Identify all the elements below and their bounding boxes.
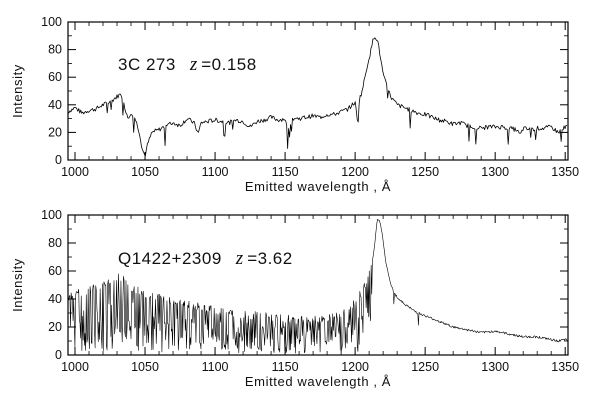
bottom-y-tick-label: 60 (48, 264, 62, 278)
bottom-redshift-value: =3.62 (247, 249, 293, 268)
bottom-redshift-symbol: z (235, 248, 244, 269)
top-chart-panel: 1000 1050 1100 1150 1200 1250 1300 1350 0 20 40 60 8… (10, 15, 579, 194)
bottom-x-tick-label: 1100 (202, 360, 229, 374)
top-y-tick-label: 40 (48, 98, 62, 112)
top-plot-frame (67, 21, 569, 161)
top-x-tick-label: 1250 (411, 165, 439, 179)
top-object-name: 3C 273 (118, 55, 176, 74)
top-x-tick-label: 1300 (481, 165, 509, 179)
top-x-tick-label: 1100 (202, 165, 229, 179)
bottom-y-tick-label: 40 (48, 292, 62, 306)
top-x-tick-label: 1350 (551, 165, 579, 179)
top-y-tick-label: 80 (48, 43, 62, 57)
bottom-x-tick-label: 1300 (481, 360, 509, 374)
top-x-tick-label: 1150 (272, 165, 299, 179)
top-tick-labels: 1000 1050 1100 1150 1200 1250 1300 1350 0 20 40 60 8… (41, 15, 579, 179)
bottom-series-layer (67, 218, 568, 354)
bottom-x-tick-label: 1250 (411, 360, 439, 374)
bottom-object-annotation: Q1422+2309 z =3.62 (118, 248, 293, 269)
bottom-spectrum-line (67, 218, 568, 354)
bottom-y-tick-label: 100 (41, 208, 62, 222)
top-redshift-symbol: z (189, 54, 198, 75)
bottom-y-axis-label: Intensity (10, 258, 25, 312)
bottom-object-name: Q1422+2309 (118, 249, 222, 268)
bottom-chart-panel: 1000 1050 1100 1150 1200 1250 1300 1350 0 20 40 60 8… (10, 208, 579, 389)
bottom-x-tick-label: 1150 (272, 360, 299, 374)
bottom-ticks (68, 214, 568, 356)
top-object-annotation: 3C 273 z =0.158 (118, 54, 257, 75)
top-y-tick-label: 60 (48, 70, 62, 84)
top-ticks (68, 21, 568, 161)
bottom-x-axis-label: Emitted wavelength , Å (245, 374, 391, 389)
bottom-y-tick-label: 80 (48, 236, 62, 250)
top-x-tick-label: 1050 (131, 165, 159, 179)
top-y-tick-label: 100 (41, 15, 62, 29)
bottom-y-tick-label: 0 (55, 348, 62, 362)
top-redshift-value: =0.158 (201, 55, 256, 74)
bottom-x-tick-label: 1050 (131, 360, 159, 374)
top-series-layer (67, 37, 568, 157)
top-y-axis-label: Intensity (10, 64, 25, 118)
bottom-x-tick-label: 1200 (341, 360, 369, 374)
top-x-axis-label: Emitted wavelength , Å (245, 179, 391, 194)
top-y-tick-label: 0 (55, 153, 62, 167)
top-x-tick-label: 1200 (341, 165, 369, 179)
bottom-tick-labels: 1000 1050 1100 1150 1200 1250 1300 1350 0 20 40 60 8… (41, 208, 579, 374)
bottom-x-tick-label: 1000 (61, 360, 89, 374)
bottom-y-tick-label: 20 (48, 320, 62, 334)
top-y-tick-label: 20 (48, 125, 62, 139)
bottom-x-tick-label: 1350 (551, 360, 579, 374)
top-x-tick-label: 1000 (61, 165, 89, 179)
top-spectrum-line (67, 37, 568, 157)
